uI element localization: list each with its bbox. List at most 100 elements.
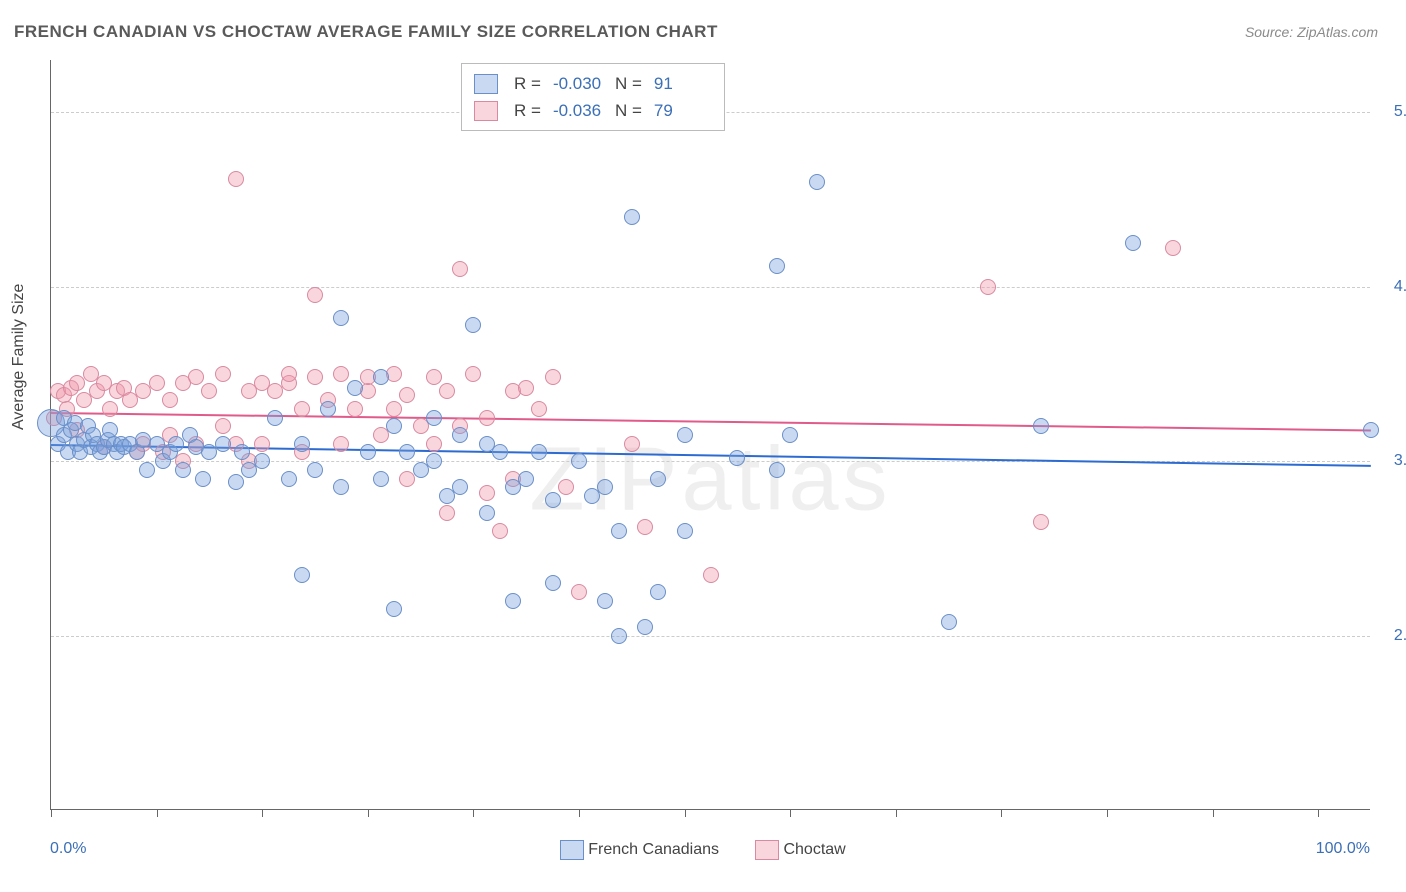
scatter-point-series2 [624,436,640,452]
scatter-point-series2 [465,366,481,382]
scatter-point-series2 [452,261,468,277]
scatter-point-series1 [769,462,785,478]
legend-label-1: French Canadians [588,841,719,859]
x-tick [1107,809,1108,817]
scatter-point-series1 [373,471,389,487]
swatch-series2-icon [755,840,779,860]
x-tick [157,809,158,817]
y-tick-label: 2.00 [1394,627,1406,645]
scatter-point-series1 [545,492,561,508]
x-tick [262,809,263,817]
watermark-text: ZIPatlas [529,429,891,532]
source-label: Source: ZipAtlas.com [1245,24,1378,40]
r-label: R = [514,97,541,124]
scatter-point-series1 [1125,235,1141,251]
scatter-point-series1 [360,444,376,460]
scatter-point-series1 [426,410,442,426]
scatter-point-series1 [228,474,244,490]
legend-item-2: Choctaw [755,840,845,860]
scatter-point-series2 [703,567,719,583]
gridline [51,287,1370,288]
y-tick-label: 4.00 [1394,278,1406,296]
legend-item-1: French Canadians [560,840,719,860]
scatter-point-series2 [307,287,323,303]
scatter-point-series2 [1033,514,1049,530]
x-tick [1001,809,1002,817]
scatter-point-series1 [611,523,627,539]
y-axis-label: Average Family Size [10,284,28,430]
n-label: N = [615,97,642,124]
scatter-point-series2 [399,387,415,403]
scatter-point-series2 [545,369,561,385]
scatter-point-series1 [677,523,693,539]
scatter-point-series2 [426,369,442,385]
scatter-point-series1 [769,258,785,274]
scatter-point-series2 [281,366,297,382]
swatch-series1-icon [560,840,584,860]
scatter-point-series1 [465,317,481,333]
scatter-point-series1 [941,614,957,630]
n-value-1: 91 [654,70,704,97]
scatter-point-series2 [439,383,455,399]
scatter-point-series1 [373,369,389,385]
scatter-point-series1 [254,453,270,469]
scatter-point-series1 [281,471,297,487]
x-tick [473,809,474,817]
scatter-point-series2 [492,523,508,539]
scatter-point-series2 [980,279,996,295]
scatter-point-series1 [479,505,495,521]
scatter-point-series1 [1363,422,1379,438]
scatter-point-series2 [215,366,231,382]
scatter-point-series2 [333,366,349,382]
r-value-1: -0.030 [553,70,603,97]
scatter-point-series1 [624,209,640,225]
scatter-point-series1 [597,593,613,609]
scatter-point-series1 [234,444,250,460]
scatter-point-series1 [320,401,336,417]
x-tick [685,809,686,817]
scatter-point-series1 [386,601,402,617]
swatch-series2-icon [474,101,498,121]
scatter-point-series1 [175,462,191,478]
scatter-point-series1 [386,418,402,434]
scatter-point-series2 [518,380,534,396]
stats-row-1: R = -0.030 N = 91 [474,70,704,97]
scatter-point-series1 [650,471,666,487]
scatter-point-series1 [729,450,745,466]
scatter-point-series1 [294,567,310,583]
scatter-point-series1 [333,479,349,495]
scatter-point-series1 [452,479,468,495]
scatter-point-series1 [139,462,155,478]
scatter-point-series2 [188,369,204,385]
scatter-point-series1 [347,380,363,396]
r-label: R = [514,70,541,97]
x-tick [896,809,897,817]
x-tick [51,809,52,817]
scatter-point-series2 [347,401,363,417]
scatter-point-series1 [518,471,534,487]
scatter-point-series1 [677,427,693,443]
scatter-point-series1 [545,575,561,591]
scatter-point-series1 [1033,418,1049,434]
scatter-point-series2 [479,410,495,426]
n-value-2: 79 [654,97,704,124]
scatter-point-series1 [531,444,547,460]
scatter-point-series2 [531,401,547,417]
scatter-point-series2 [307,369,323,385]
y-tick-label: 5.00 [1394,103,1406,121]
scatter-point-series1 [571,453,587,469]
scatter-point-series1 [333,310,349,326]
chart-title: FRENCH CANADIAN VS CHOCTAW AVERAGE FAMIL… [14,22,718,42]
scatter-point-series2 [254,436,270,452]
n-label: N = [615,70,642,97]
correlation-stats-box: R = -0.030 N = 91 R = -0.036 N = 79 [461,63,725,131]
x-tick [1213,809,1214,817]
scatter-point-series2 [215,418,231,434]
scatter-point-series1 [452,427,468,443]
r-value-2: -0.036 [553,97,603,124]
scatter-point-series2 [149,375,165,391]
scatter-point-series1 [307,462,323,478]
stats-row-2: R = -0.036 N = 79 [474,97,704,124]
legend-label-2: Choctaw [783,841,845,859]
x-tick [790,809,791,817]
